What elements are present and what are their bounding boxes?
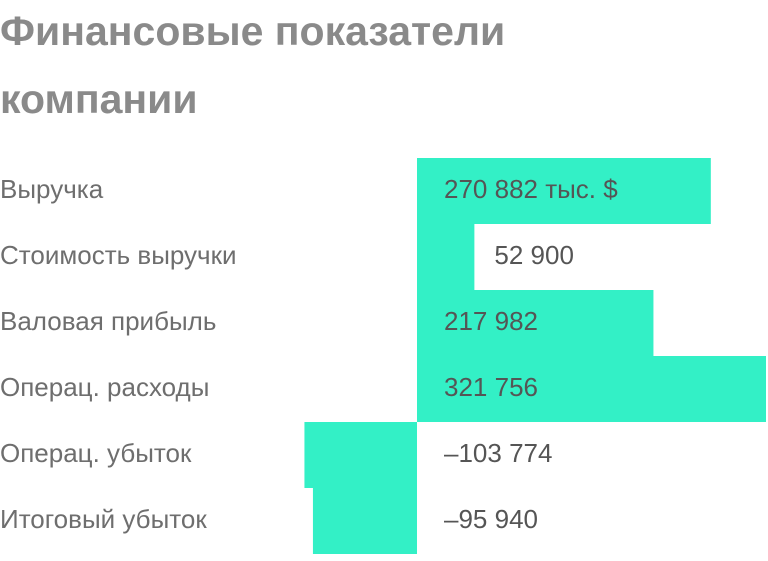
category-label: Операц. расходы bbox=[0, 372, 209, 402]
bar bbox=[417, 356, 766, 422]
bar bbox=[417, 224, 475, 290]
bar bbox=[312, 488, 417, 554]
category-label: Операц. убыток bbox=[0, 438, 192, 468]
value-label: –95 940 bbox=[444, 504, 538, 534]
category-label: Стоимость выручки bbox=[0, 240, 237, 270]
bar bbox=[417, 158, 711, 224]
value-label: 270 882 тыс. $ bbox=[444, 174, 618, 204]
value-label: –103 774 bbox=[444, 438, 552, 468]
category-label: Валовая прибыль bbox=[0, 306, 216, 336]
category-label: Выручка bbox=[0, 174, 104, 204]
value-label: 321 756 bbox=[444, 372, 538, 402]
value-label: 217 982 bbox=[444, 306, 538, 336]
chart-title-line-2: компании bbox=[0, 76, 198, 122]
chart-title-line-1: Финансовые показатели bbox=[0, 8, 505, 54]
bar bbox=[417, 290, 654, 356]
value-label: 52 900 bbox=[494, 240, 574, 270]
bar bbox=[304, 422, 417, 488]
category-label: Итоговый убыток bbox=[0, 504, 207, 534]
